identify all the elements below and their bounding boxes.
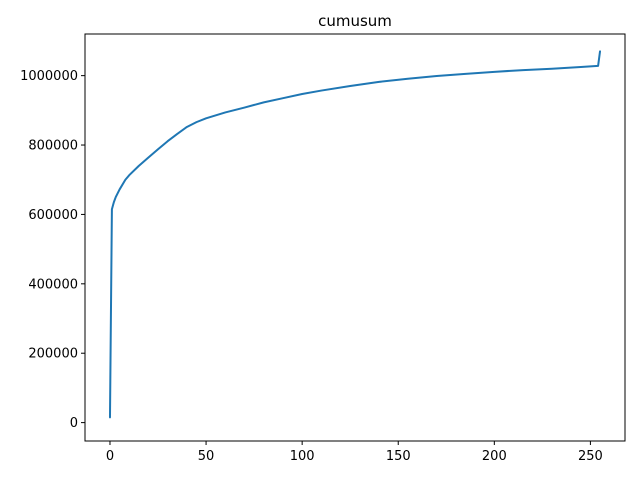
y-tick-label: 400000 bbox=[28, 277, 78, 292]
y-tick-label: 800000 bbox=[28, 139, 78, 154]
x-tick-label: 50 bbox=[198, 449, 215, 464]
x-tick-label: 150 bbox=[386, 449, 411, 464]
series-line bbox=[108, 50, 602, 419]
x-tick-label: 100 bbox=[290, 449, 315, 464]
y-tick-label: 1000000 bbox=[20, 69, 78, 84]
y-tick-label: 600000 bbox=[28, 208, 78, 223]
x-tick-label: 250 bbox=[578, 449, 603, 464]
ticks-layer: 0 50 100 150 200 250 0 200000 400000 600000 800000… bbox=[20, 69, 603, 464]
y-tick-label: 0 bbox=[70, 416, 78, 431]
x-tick-label: 0 bbox=[106, 449, 114, 464]
chart-title: cumusum bbox=[318, 12, 392, 30]
y-tick-label: 200000 bbox=[28, 347, 78, 362]
series-layer bbox=[108, 50, 602, 419]
plot-frame bbox=[84, 33, 626, 442]
x-tick-label: 200 bbox=[482, 449, 507, 464]
